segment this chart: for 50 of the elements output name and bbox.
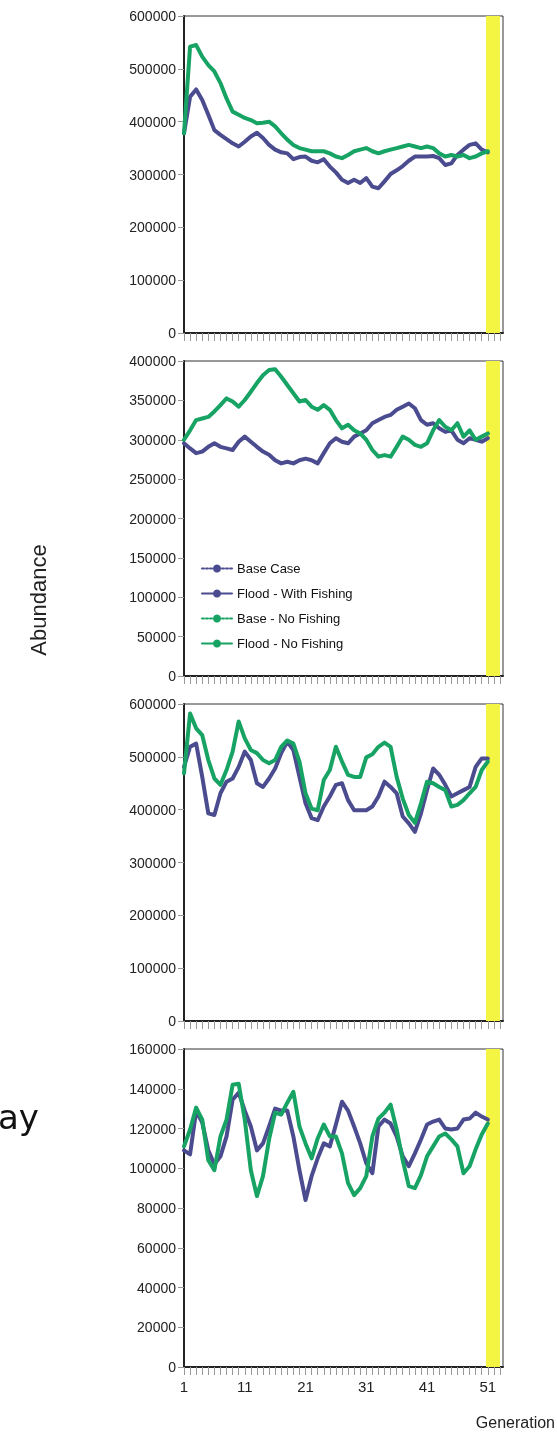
line-series [182,739,490,834]
y-tick-label: 400000 [129,113,177,130]
y-tick-label: 100000 [129,589,177,606]
y-axis-title: Abundance [25,544,52,656]
y-tick-label: 40000 [137,1279,177,1296]
y-tick-label: 140000 [129,1080,177,1097]
y-tick-label: 100000 [129,272,177,289]
x-tick-label: 41 [418,1378,436,1395]
y-tick-label: 350000 [129,392,177,409]
y-tick-label: 160000 [129,1041,177,1057]
x-axis-title: Generation [475,1413,556,1431]
legend-label: Flood - With Fishing [237,586,353,601]
y-tick-label: 400000 [129,353,177,369]
y-tick-label: 150000 [129,549,177,566]
y-tick-label: 120000 [129,1120,177,1137]
line-series [182,711,490,825]
x-tick-label: 31 [357,1378,375,1395]
x-tick-label: 11 [236,1378,253,1395]
y-tick-label: 200000 [129,219,177,236]
text: ay [0,1097,39,1137]
y-tick-label: 300000 [129,431,177,448]
y-tick-label: 500000 [129,60,177,77]
y-tick-label: 0 [168,1359,177,1375]
line-series [182,43,490,161]
y-tick-label: 20000 [137,1319,177,1336]
legend-label: Base Case [237,561,301,576]
y-tick-label: 200000 [129,510,177,527]
y-tick-label: 50000 [137,628,177,645]
y-tick-label: 600000 [129,696,177,712]
legend-label: Base - No Fishing [237,611,341,626]
x-tick-label: 21 [297,1378,314,1395]
y-tick-label: 80000 [137,1200,177,1216]
y-tick-label: 200000 [129,907,177,924]
y-tick-label: 100000 [129,960,177,977]
y-tick-label: 600000 [129,8,177,24]
legend-label: Flood - No Fishing [237,636,344,651]
line-series [182,401,490,466]
y-tick-label: 400000 [129,801,177,818]
y-tick-label: 300000 [129,854,177,871]
x-tick-label: 1 [179,1378,189,1395]
x-tick-label: 51 [479,1378,497,1395]
y-tick-label: 500000 [129,748,177,765]
y-tick-label: 0 [168,325,177,341]
y-tick-label: 0 [168,668,177,684]
y-tick-label: 250000 [129,471,177,488]
y-tick-label: 100000 [129,1160,177,1177]
y-tick-label: 300000 [129,166,177,183]
line-series [182,367,490,459]
y-tick-label: 0 [168,1013,177,1029]
y-tick-label: 60000 [137,1239,177,1256]
